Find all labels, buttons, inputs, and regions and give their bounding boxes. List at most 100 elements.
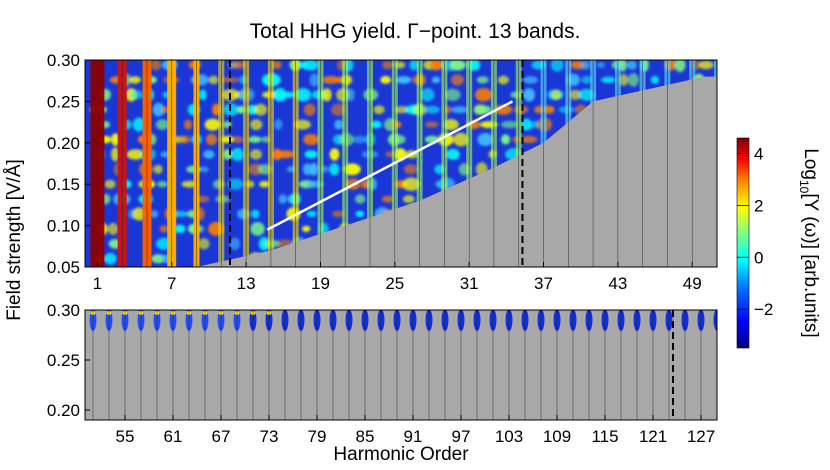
colorbar-ticks: 4 2 0 −2 xyxy=(737,145,773,319)
heatmap-blob xyxy=(382,195,394,203)
heatmap-blob xyxy=(278,194,287,204)
heatmap-blob xyxy=(173,224,186,234)
y-tick-label: 0.20 xyxy=(47,134,80,153)
bottom-x-ticks: 55 61 67 73 79 85 91 97 103 109 115 121 127 xyxy=(116,415,715,446)
heatmap-blob xyxy=(409,60,419,71)
heatmap-blob xyxy=(274,119,283,130)
heatmap-blob xyxy=(355,194,366,204)
heatmap-blob xyxy=(601,76,616,84)
top-heatmap-layer xyxy=(89,60,717,267)
heatmap-blob xyxy=(618,74,629,86)
x-tick-label: 7 xyxy=(167,274,176,293)
heatmap-blob xyxy=(352,135,367,144)
heatmap-blob xyxy=(254,103,268,116)
x-tick-label: 1 xyxy=(93,274,102,293)
heatmap-blob xyxy=(580,60,591,70)
y-tick-label: 0.20 xyxy=(47,401,80,420)
chart-title: Total HHG yield. Γ−point. 13 bands. xyxy=(250,20,581,43)
heatmap-blob xyxy=(232,136,244,143)
heatmap-blob xyxy=(431,76,441,84)
top-dashed-lines xyxy=(228,60,524,267)
heatmap-blob xyxy=(523,76,539,84)
x-tick-label: 103 xyxy=(495,427,523,446)
heatmap-blob xyxy=(497,75,509,85)
heatmap-blob xyxy=(451,106,468,114)
heatmap-blob xyxy=(104,179,116,189)
heatmap-blob xyxy=(523,88,535,102)
heatmap-blob xyxy=(251,209,260,219)
heatmap-blob xyxy=(395,76,412,84)
heatmap-blob xyxy=(129,76,141,84)
heatmap-blob xyxy=(550,60,564,72)
heatmap-blob xyxy=(150,60,162,71)
colorbar-tick-label: 4 xyxy=(754,145,763,164)
heatmap-blob xyxy=(237,105,245,114)
heatmap-blob xyxy=(476,76,489,84)
y-axis-label: Field strength [V/Å] xyxy=(4,159,25,321)
bottom-panel-frame xyxy=(84,309,718,421)
heatmap-blob xyxy=(450,74,464,86)
x-tick-label: 37 xyxy=(534,274,553,293)
heatmap-blob xyxy=(280,91,295,98)
heatmap-blob xyxy=(698,60,714,70)
heatmap-blob xyxy=(152,102,165,117)
heatmap-blob xyxy=(569,89,582,100)
heatmap-blob xyxy=(159,225,169,233)
top-panel-frame xyxy=(84,59,718,268)
x-tick-label: 25 xyxy=(385,274,404,293)
heatmap-blob xyxy=(403,164,418,175)
heatmap-blob xyxy=(355,210,365,218)
heatmap-blob xyxy=(329,163,340,176)
y-tick-label: 0.30 xyxy=(47,301,80,320)
y-tick-label: 0.30 xyxy=(47,51,80,70)
x-tick-label: 115 xyxy=(591,427,618,446)
heatmap-blob xyxy=(446,149,460,160)
heatmap-blob xyxy=(346,88,355,102)
heatmap-blob xyxy=(198,89,207,101)
heatmap-blob xyxy=(551,89,561,100)
x-tick-label: 97 xyxy=(452,427,471,446)
heatmap-blob xyxy=(250,119,263,131)
heatmap-blob xyxy=(444,88,461,101)
heatmap-blob xyxy=(155,119,169,130)
heatmap-blob xyxy=(249,149,263,160)
heatmap-blob xyxy=(321,88,332,102)
harmonic-peak-band xyxy=(714,60,717,85)
heatmap-blob xyxy=(626,60,637,70)
colorbar-tick-label: 0 xyxy=(754,248,763,267)
x-tick-label: 43 xyxy=(608,274,627,293)
heatmap-blob xyxy=(334,119,344,130)
heatmap-blob xyxy=(650,75,659,84)
heatmap-blob xyxy=(204,118,221,131)
heatmap-blob xyxy=(475,88,493,102)
heatmap-blob xyxy=(231,147,244,161)
heatmap-blob xyxy=(184,119,193,130)
heatmap-blob xyxy=(110,147,120,162)
heatmap-blob xyxy=(203,150,215,159)
heatmap-blob xyxy=(303,133,319,146)
heatmap-blob xyxy=(229,237,240,250)
colorbar-label-rest: [Y (ω)] [arb.units] xyxy=(800,193,821,337)
bottom-panel: 55 61 67 73 79 85 91 97 103 109 115 121 127 0.20 0.25… xyxy=(47,301,718,446)
white-cutoff-line xyxy=(266,100,514,231)
bottom-y-ticks: 0.20 0.25 0.30 xyxy=(47,301,90,420)
x-tick-label: 13 xyxy=(237,274,256,293)
x-tick-label: 127 xyxy=(687,427,715,446)
heatmap-blob xyxy=(126,149,145,160)
heatmap-blob xyxy=(309,162,318,176)
heatmap-blob xyxy=(248,136,262,143)
heatmap-blob xyxy=(329,148,340,161)
heatmap-blob xyxy=(130,90,144,100)
heatmap-blob xyxy=(501,134,511,145)
x-tick-label: 121 xyxy=(639,427,667,446)
heatmap-blob xyxy=(628,73,639,87)
heatmap-blob xyxy=(302,225,311,232)
heatmap-blob xyxy=(332,210,346,218)
colorbar: 4 2 0 −2 Log10[Y (ω)] [arb.units] xyxy=(736,137,821,349)
x-tick-label: 67 xyxy=(212,427,231,446)
heatmap-blob xyxy=(276,150,295,159)
heatmap-blob xyxy=(453,132,469,147)
heatmap-blob xyxy=(521,118,532,131)
x-tick-label: 73 xyxy=(260,427,279,446)
top-panel: 1 7 13 19 25 31 37 43 49 0.05 0.10 0.15 0.20 0.25 0.3… xyxy=(47,51,718,293)
